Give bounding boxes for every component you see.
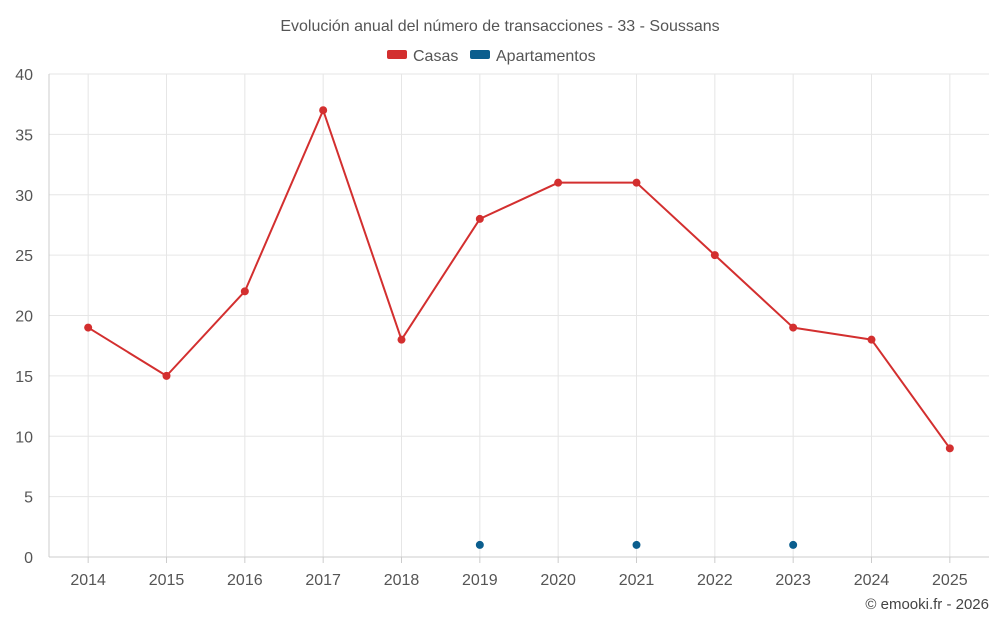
- data-point-casas-2025[interactable]: [945, 444, 954, 453]
- series-line-casas: [87, 109, 951, 449]
- data-point-casas-2023[interactable]: [789, 323, 798, 332]
- x-tick-label: 2022: [697, 572, 733, 589]
- y-tick-label: 20: [15, 309, 33, 326]
- x-tick-label: 2020: [540, 572, 576, 589]
- x-tick-label: 2014: [70, 572, 106, 589]
- legend-swatch-casas[interactable]: [387, 50, 407, 59]
- legend: Casas Apartamentos: [387, 48, 596, 65]
- series-apartamentos: [475, 540, 798, 549]
- y-tick-label: 40: [15, 67, 33, 84]
- y-tick-label: 35: [15, 127, 33, 144]
- data-point-casas-2017[interactable]: [319, 106, 328, 115]
- x-tick-label: 2024: [854, 572, 890, 589]
- y-tick-label: 0: [24, 550, 33, 567]
- series: [84, 106, 954, 549]
- x-tick-label: 2016: [227, 572, 263, 589]
- y-tick-label: 30: [15, 188, 33, 205]
- data-point-casas-2016[interactable]: [240, 287, 249, 296]
- x-tick-label: 2018: [384, 572, 420, 589]
- data-point-apartamentos-2019[interactable]: [475, 540, 484, 549]
- data-point-casas-2024[interactable]: [867, 335, 876, 344]
- series-casas: [84, 106, 954, 453]
- x-tick-label: 2015: [149, 572, 185, 589]
- x-tick-label: 2021: [619, 572, 655, 589]
- data-point-casas-2019[interactable]: [475, 214, 484, 223]
- data-point-apartamentos-2021[interactable]: [632, 540, 641, 549]
- data-point-casas-2018[interactable]: [397, 335, 406, 344]
- data-point-casas-2021[interactable]: [632, 178, 641, 187]
- y-tick-label: 10: [15, 429, 33, 446]
- data-point-apartamentos-2023[interactable]: [789, 540, 798, 549]
- y-tick-label: 25: [15, 248, 33, 265]
- legend-label-apartamentos[interactable]: Apartamentos: [496, 48, 596, 65]
- data-point-casas-2020[interactable]: [554, 178, 563, 187]
- grid: [49, 73, 989, 557]
- y-tick-label: 5: [24, 490, 33, 507]
- credit-text: © emooki.fr - 2026: [865, 596, 989, 613]
- x-tick-label: 2017: [305, 572, 341, 589]
- data-point-casas-2015[interactable]: [162, 371, 171, 380]
- legend-label-casas[interactable]: Casas: [413, 48, 458, 65]
- legend-swatch-apartamentos[interactable]: [470, 50, 490, 59]
- data-point-casas-2014[interactable]: [84, 323, 93, 332]
- x-tick-label: 2023: [775, 572, 811, 589]
- data-point-casas-2022[interactable]: [710, 251, 719, 260]
- x-tick-label: 2019: [462, 572, 498, 589]
- chart-title: Evolución anual del número de transaccio…: [280, 18, 719, 35]
- y-tick-label: 15: [15, 369, 33, 386]
- x-tick-label: 2025: [932, 572, 968, 589]
